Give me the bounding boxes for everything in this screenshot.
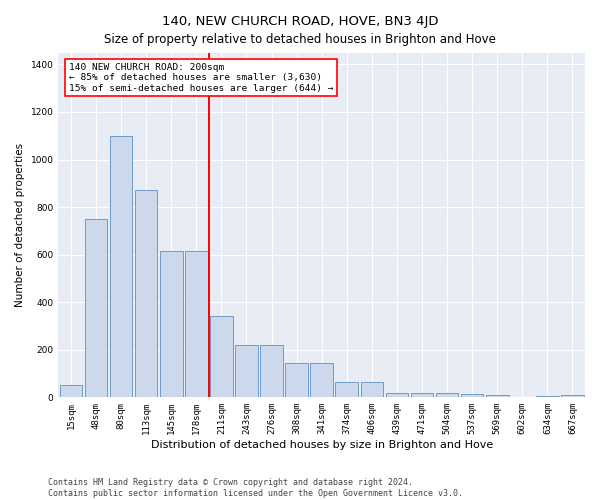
Bar [135, 190, 157, 398]
Bar [59, 386, 82, 398]
Text: 140, NEW CHURCH ROAD, HOVE, BN3 4JD: 140, NEW CHURCH ROAD, HOVE, BN3 4JD [162, 15, 438, 28]
Bar [335, 382, 358, 398]
Bar [85, 219, 107, 398]
Bar [286, 363, 308, 398]
Bar [361, 382, 383, 398]
Bar [486, 396, 509, 398]
Bar [536, 396, 559, 398]
Bar [561, 396, 584, 398]
X-axis label: Distribution of detached houses by size in Brighton and Hove: Distribution of detached houses by size … [151, 440, 493, 450]
Bar [260, 345, 283, 398]
Y-axis label: Number of detached properties: Number of detached properties [15, 143, 25, 307]
Bar [235, 345, 258, 398]
Bar [110, 136, 133, 398]
Bar [310, 363, 333, 398]
Text: 140 NEW CHURCH ROAD: 200sqm
← 85% of detached houses are smaller (3,630)
15% of : 140 NEW CHURCH ROAD: 200sqm ← 85% of det… [69, 63, 334, 92]
Text: Size of property relative to detached houses in Brighton and Hove: Size of property relative to detached ho… [104, 32, 496, 46]
Bar [185, 251, 208, 398]
Bar [461, 394, 484, 398]
Bar [210, 316, 233, 398]
Bar [160, 251, 182, 398]
Text: Contains HM Land Registry data © Crown copyright and database right 2024.
Contai: Contains HM Land Registry data © Crown c… [48, 478, 463, 498]
Bar [411, 393, 433, 398]
Bar [386, 392, 408, 398]
Bar [436, 393, 458, 398]
